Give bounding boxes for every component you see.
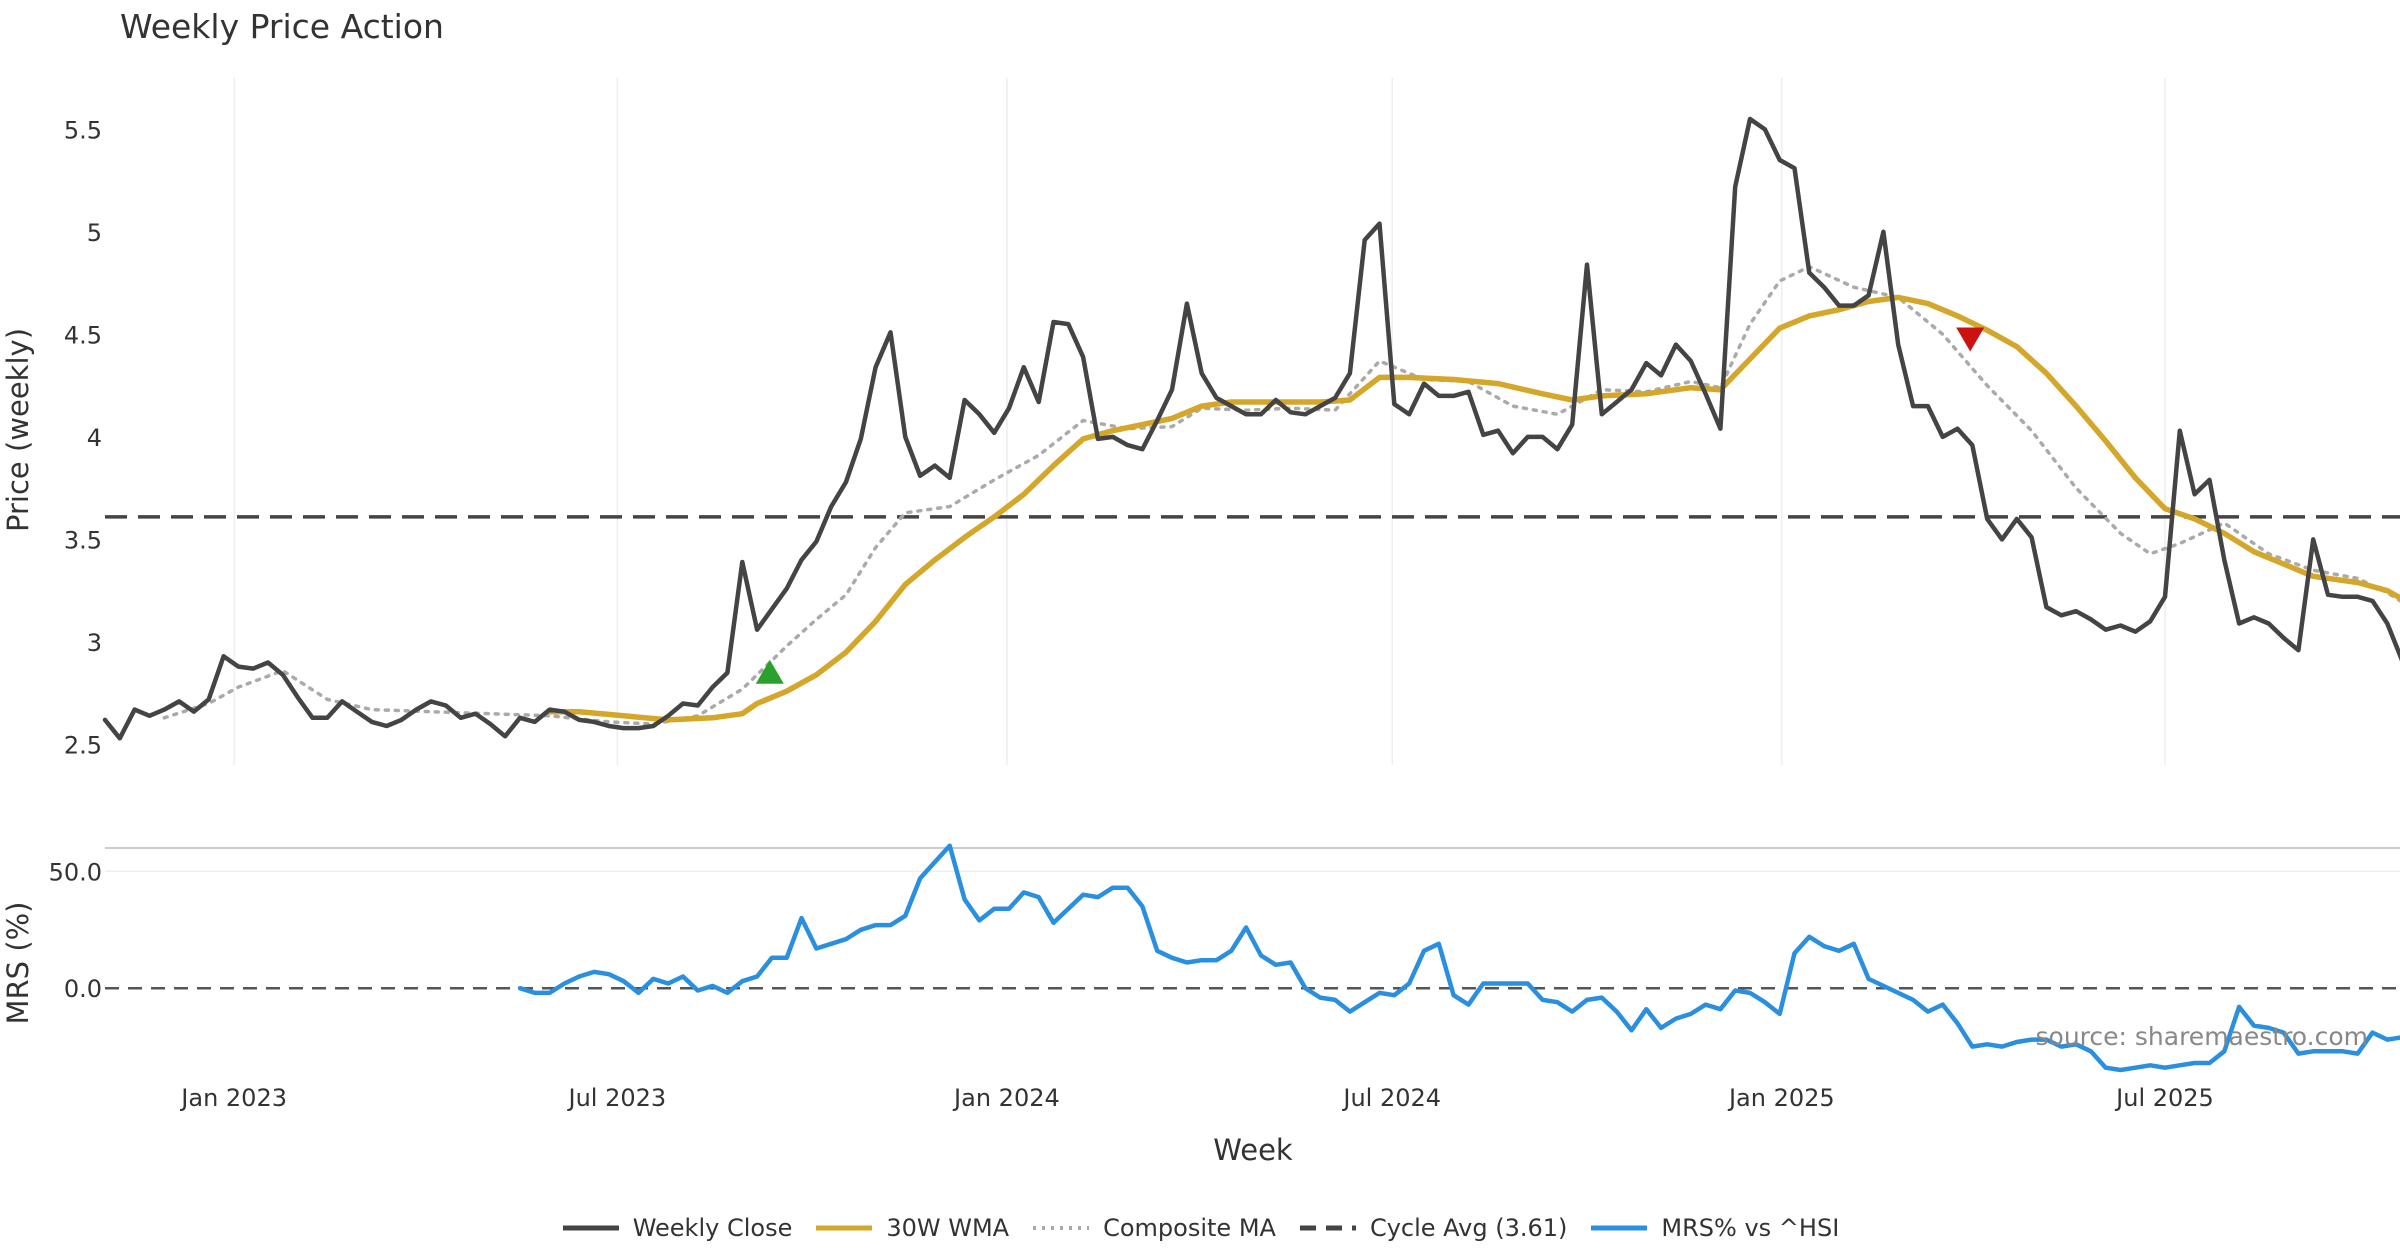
legend-label: Composite MA xyxy=(1103,1214,1276,1242)
composite-ma-line xyxy=(162,264,2400,726)
legend-label: Cycle Avg (3.61) xyxy=(1369,1214,1568,1242)
price-y-tick-label: 4 xyxy=(87,424,102,452)
sell-signal-marker xyxy=(1956,327,1985,352)
x-tick-label: Jul 2025 xyxy=(2114,1084,2214,1112)
buy-signal-marker xyxy=(755,659,784,684)
price-y-tick-label: 2.5 xyxy=(64,731,102,759)
legend-swatch xyxy=(816,1225,873,1231)
source-text: source: sharemaestro.com xyxy=(2036,1022,2369,1051)
x-tick-label: Jan 2025 xyxy=(1727,1084,1835,1112)
mrs-axis-label: MRS (%) xyxy=(1,902,35,1025)
legend-item: Weekly Close xyxy=(561,1214,793,1242)
price-y-tick-label: 4.5 xyxy=(64,321,102,349)
x-axis-label: Week xyxy=(1213,1133,1293,1167)
x-tick-label: Jul 2024 xyxy=(1341,1084,1441,1112)
x-tick-label: Jul 2023 xyxy=(567,1084,667,1112)
chart-title: Weekly Price Action xyxy=(120,7,444,46)
legend-swatch xyxy=(1033,1226,1090,1230)
price-y-tick-label: 5.5 xyxy=(64,116,102,144)
legend-label: MRS% vs ^HSI xyxy=(1661,1214,1840,1242)
legend-item: MRS% vs ^HSI xyxy=(1589,1214,1839,1242)
price-y-tick-label: 3.5 xyxy=(64,526,102,554)
mrs-y-tick-label: 50.0 xyxy=(49,858,102,886)
wma-30w-line xyxy=(546,294,2400,723)
legend-item: 30W WMA xyxy=(814,1214,1009,1242)
x-tick-label: Jan 2023 xyxy=(179,1084,287,1112)
mrs-y-tick-label: 0.0 xyxy=(64,975,102,1003)
legend-swatch xyxy=(1299,1225,1356,1231)
legend-item: Composite MA xyxy=(1031,1214,1276,1242)
price-y-tick-label: 3 xyxy=(87,629,102,657)
legend-label: Weekly Close xyxy=(632,1214,793,1242)
x-tick-label: Jan 2024 xyxy=(952,1084,1060,1112)
price-axis-label: Price (weekly) xyxy=(1,328,35,532)
weekly-close-line xyxy=(102,116,2400,741)
legend-label: 30W WMA xyxy=(886,1214,1010,1242)
legend-item: Cycle Avg (3.61) xyxy=(1298,1214,1567,1242)
mrs-line xyxy=(517,843,2400,1073)
legend-swatch xyxy=(562,1225,619,1231)
price-y-tick-label: 5 xyxy=(87,219,102,247)
legend: Weekly Close 30W WMA Composite MA Cycle Avg… xyxy=(0,1210,2400,1246)
legend-swatch xyxy=(1591,1225,1648,1231)
